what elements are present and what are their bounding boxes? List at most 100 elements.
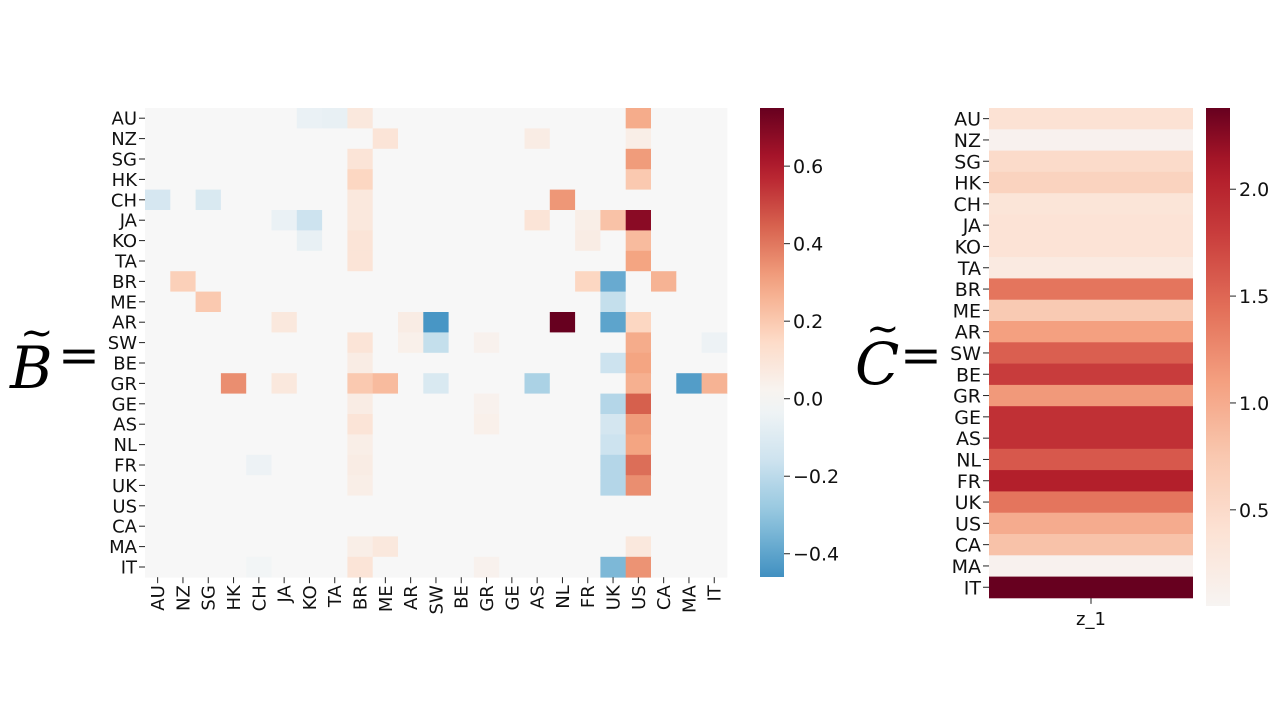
- b-cell-fr-ch: [246, 454, 272, 476]
- b-cell-ko-ca: [651, 230, 677, 252]
- b-cell-be-be: [448, 352, 475, 374]
- b-heatmap: AUNZSGHKCHJAKOTABRMEARSWBEGRGEASNLFRUKUS…: [108, 108, 728, 614]
- b-cell-us-nl: [549, 495, 576, 517]
- b-cell-hk-br: [347, 169, 374, 190]
- b-cell-ar-as: [524, 312, 551, 333]
- b-cell-nz-ja: [271, 128, 298, 150]
- b-cell-nl-sw: [423, 434, 449, 456]
- b-cell-as-nl: [549, 414, 576, 435]
- b-cell-ch-gr: [473, 189, 500, 211]
- b-cell-sg-ta: [322, 148, 348, 170]
- c-cell-fr: [989, 470, 1193, 492]
- b-cell-me-sg: [195, 291, 222, 313]
- b-cell-nl-it: [701, 434, 728, 456]
- b-cell-me-as: [524, 291, 551, 313]
- b-cell-sg-sg: [195, 148, 222, 170]
- b-row-label: TA: [114, 252, 138, 273]
- b-cell-ta-ge: [499, 250, 525, 272]
- b-cell-as-ge: [499, 414, 525, 435]
- b-cell-uk-gr: [473, 475, 500, 496]
- b-cell-ch-it: [701, 189, 728, 211]
- b-cell-gr-br: [347, 373, 374, 394]
- c-cell-be: [989, 363, 1193, 386]
- b-cell-sg-ko: [296, 148, 323, 170]
- b-cell-be-ta: [322, 352, 348, 374]
- b-cell-as-ca: [651, 414, 677, 435]
- b-cell-sg-ca: [651, 148, 677, 170]
- b-cell-ta-it: [701, 250, 728, 272]
- b-cell-ca-hk: [220, 516, 247, 537]
- b-cell-gr-fr: [575, 373, 601, 394]
- c-cell-hk: [989, 171, 1193, 194]
- b-cell-au-br: [347, 108, 374, 129]
- b-cell-ca-ma: [676, 516, 702, 537]
- b-cell-uk-as: [524, 475, 551, 496]
- b-cell-sg-it: [701, 148, 728, 170]
- b-cell-ge-hk: [220, 393, 247, 415]
- b-cell-be-ko: [296, 352, 323, 374]
- b-cell-nl-ca: [651, 434, 677, 456]
- b-cell-gr-sw: [423, 373, 449, 394]
- b-cell-au-gr: [473, 108, 500, 129]
- b-cell-uk-uk: [600, 475, 627, 496]
- b-cell-sw-us: [625, 332, 652, 354]
- b-col-label: SW: [426, 585, 447, 614]
- b-cell-ma-fr: [575, 536, 601, 558]
- b-cell-au-ta: [322, 108, 348, 129]
- b-cell-ko-sg: [195, 230, 222, 252]
- b-cell-ja-au: [145, 210, 171, 231]
- b-equals: =: [58, 326, 100, 384]
- b-cell-it-gr: [473, 556, 500, 578]
- b-cell-ge-ch: [246, 393, 272, 415]
- b-cell-ma-ja: [271, 536, 298, 558]
- b-cell-be-ca: [651, 352, 677, 374]
- b-cell-ar-ca: [651, 312, 677, 333]
- b-cell-nz-ar: [398, 128, 424, 150]
- b-cell-hk-gr: [473, 169, 500, 190]
- b-cell-nz-us: [625, 128, 652, 150]
- b-cell-ar-sw: [423, 312, 449, 333]
- b-cell-uk-ta: [322, 475, 348, 496]
- b-cell-ja-as: [524, 210, 551, 231]
- b-cell-sg-nl: [549, 148, 576, 170]
- b-cell-ma-ta: [322, 536, 348, 558]
- b-cell-br-nz: [170, 271, 196, 292]
- b-cell-nz-ge: [499, 128, 525, 150]
- b-cell-gr-it: [701, 373, 728, 394]
- b-cell-as-as: [524, 414, 551, 435]
- b-cell-br-me: [372, 271, 399, 292]
- b-cell-hk-ge: [499, 169, 525, 190]
- b-cell-uk-ca: [651, 475, 677, 496]
- b-cell-ko-nl: [549, 230, 576, 252]
- b-cell-it-ma: [676, 556, 702, 578]
- c-cell-sg: [989, 150, 1193, 173]
- b-cell-be-ja: [271, 352, 298, 374]
- b-cell-ch-me: [372, 189, 399, 211]
- b-cell-ja-fr: [575, 210, 601, 231]
- b-cell-nl-as: [524, 434, 551, 456]
- b-cell-sw-ca: [651, 332, 677, 354]
- b-cell-ca-ta: [322, 516, 348, 537]
- b-cell-nl-ch: [246, 434, 272, 456]
- b-cell-be-hk: [220, 352, 247, 374]
- b-cell-nl-ar: [398, 434, 424, 456]
- c-matrix-label: C ~ =: [855, 306, 942, 398]
- b-cell-ch-hk: [220, 189, 247, 211]
- c-row-label: UK: [955, 492, 982, 514]
- b-colorbar-tick-label: −0.4: [793, 544, 839, 566]
- b-col-label: US: [629, 585, 650, 610]
- b-cell-sg-be: [448, 148, 475, 170]
- b-cell-us-hk: [220, 495, 247, 517]
- b-cell-au-ma: [676, 108, 702, 129]
- b-cell-ja-sg: [195, 210, 222, 231]
- b-cell-gr-be: [448, 373, 475, 394]
- b-cell-nz-sw: [423, 128, 449, 150]
- b-cell-sw-uk: [600, 332, 627, 354]
- b-cell-gr-hk: [220, 373, 247, 394]
- b-cell-it-me: [372, 556, 399, 578]
- b-cell-as-sw: [423, 414, 449, 435]
- b-cell-us-ge: [499, 495, 525, 517]
- b-cell-uk-ge: [499, 475, 525, 496]
- b-cell-me-ma: [676, 291, 702, 313]
- b-cell-ta-uk: [600, 250, 627, 272]
